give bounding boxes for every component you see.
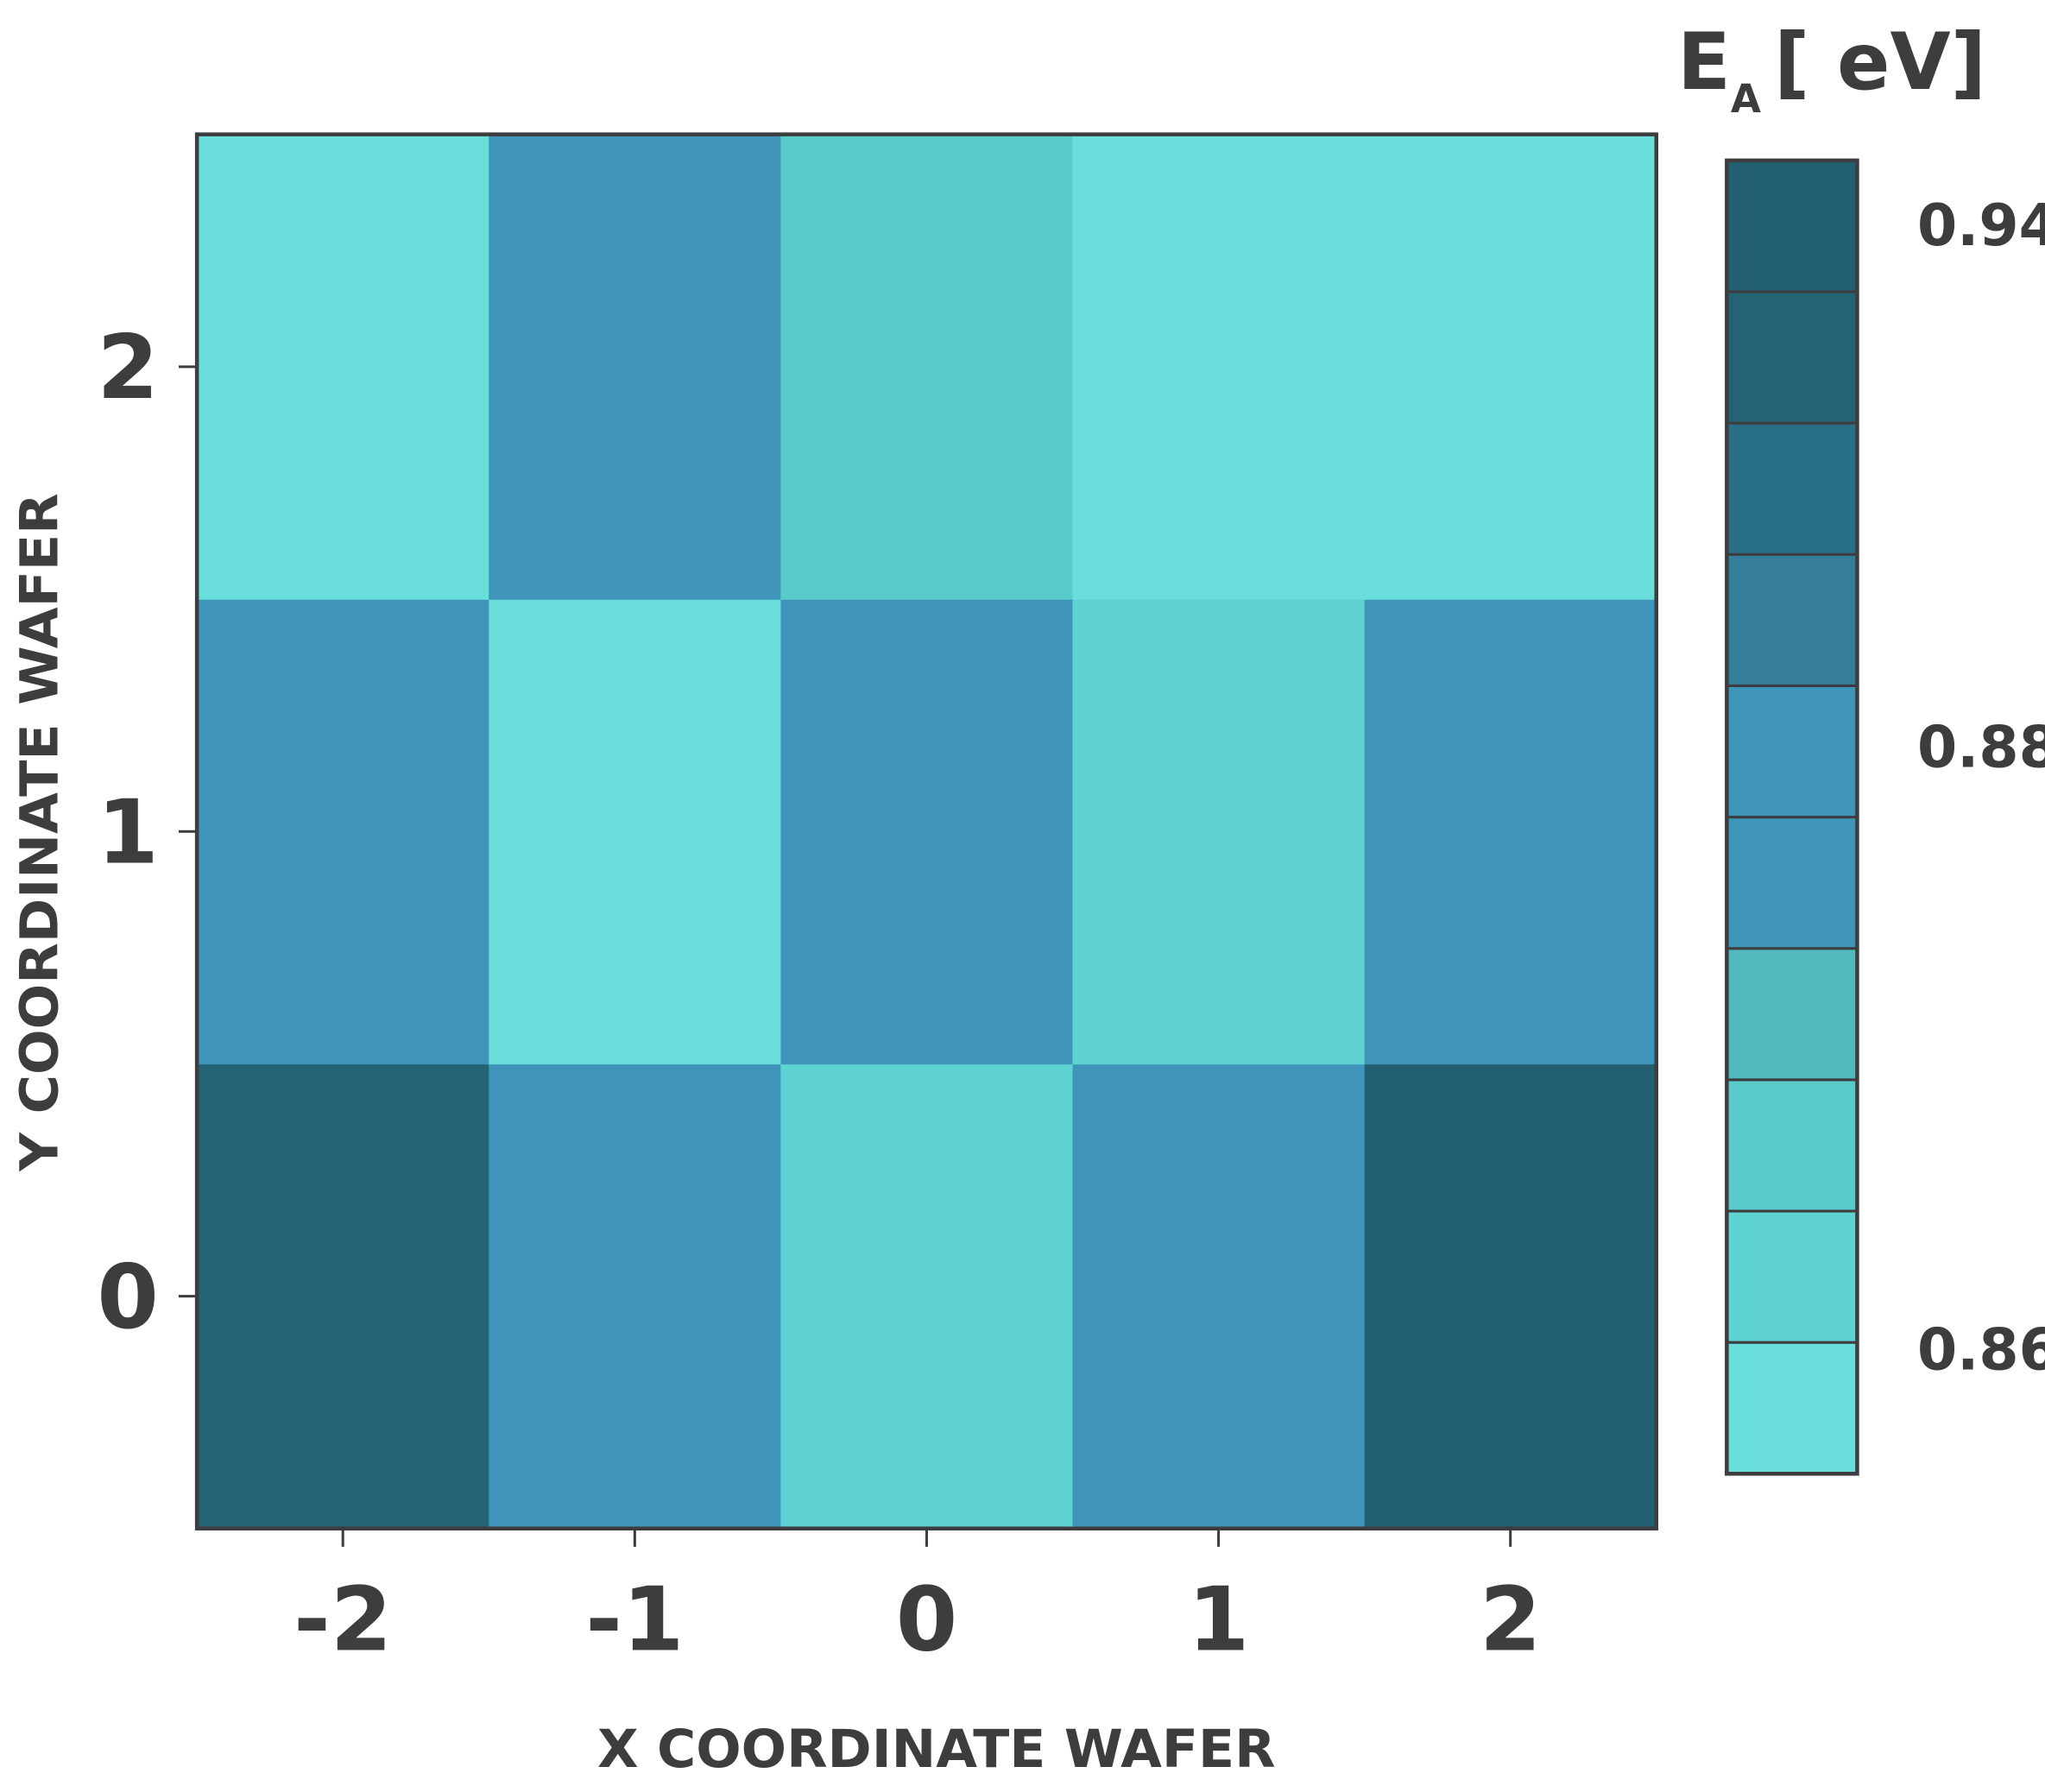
colorbar-frame bbox=[1725, 158, 1859, 1476]
x-tick-label: 1 bbox=[1188, 1568, 1249, 1671]
x-tick-label: -1 bbox=[585, 1568, 684, 1671]
colorbar-bin bbox=[1725, 290, 1859, 425]
colorbar-bin bbox=[1725, 816, 1859, 950]
y-tick-label: 2 bbox=[97, 317, 158, 420]
x-axis: -2 -1 0 1 2 bbox=[293, 1528, 1541, 1671]
y-tick-label: 1 bbox=[97, 781, 158, 884]
x-axis-label: X COORDINATE WAFER bbox=[597, 1719, 1276, 1780]
heatmap-cell bbox=[1364, 134, 1657, 600]
heatmap-cell bbox=[780, 599, 1074, 1065]
colorbar-tick-label: 0.86 bbox=[1917, 1316, 2045, 1383]
heatmap-cell bbox=[1072, 599, 1366, 1065]
colorbar-label-unit: [ eV] bbox=[1774, 17, 1986, 108]
colorbar-label-sub: A bbox=[1731, 76, 1761, 122]
colorbar: 0.94 0.88 0.86 bbox=[1725, 158, 2045, 1476]
heatmap-cell bbox=[1364, 1063, 1657, 1530]
x-tick-label: 0 bbox=[896, 1568, 957, 1671]
colorbar-bin bbox=[1725, 684, 1859, 819]
colorbar-bin bbox=[1725, 1341, 1859, 1475]
heatmap-cell bbox=[197, 599, 490, 1065]
colorbar-bin bbox=[1725, 159, 1859, 293]
heatmap-cell bbox=[489, 1063, 782, 1530]
heatmap-cell bbox=[1364, 599, 1657, 1065]
colorbar-label: EA [ eV] bbox=[1677, 17, 1986, 122]
y-axis-label: Y COORDINATE WAFER bbox=[9, 493, 70, 1172]
colorbar-bin bbox=[1725, 1209, 1859, 1344]
heatmap-cell bbox=[780, 1063, 1074, 1530]
y-tick-label: 0 bbox=[97, 1246, 158, 1349]
colorbar-tick-label: 0.94 bbox=[1917, 192, 2045, 259]
x-tick-label: -2 bbox=[293, 1568, 392, 1671]
y-axis: 0 1 2 bbox=[97, 317, 198, 1349]
colorbar-label-main: E bbox=[1677, 17, 1731, 108]
x-tick-label: 2 bbox=[1480, 1568, 1541, 1671]
colorbar-bin bbox=[1725, 947, 1859, 1082]
heatmap-cell bbox=[1072, 134, 1366, 600]
colorbar-tick-label: 0.88 bbox=[1917, 713, 2045, 780]
heatmap-cell bbox=[197, 1063, 490, 1530]
heatmap-cell bbox=[489, 599, 782, 1065]
heatmap-cell bbox=[489, 134, 782, 600]
colorbar-bin bbox=[1725, 421, 1859, 556]
colorbar-bin bbox=[1725, 1078, 1859, 1213]
heatmap-cell bbox=[780, 134, 1074, 600]
heatmap-cell bbox=[197, 134, 490, 600]
heatmap-cell bbox=[1072, 1063, 1366, 1530]
heatmap-cells bbox=[197, 134, 1657, 1530]
colorbar-bin bbox=[1725, 552, 1859, 687]
